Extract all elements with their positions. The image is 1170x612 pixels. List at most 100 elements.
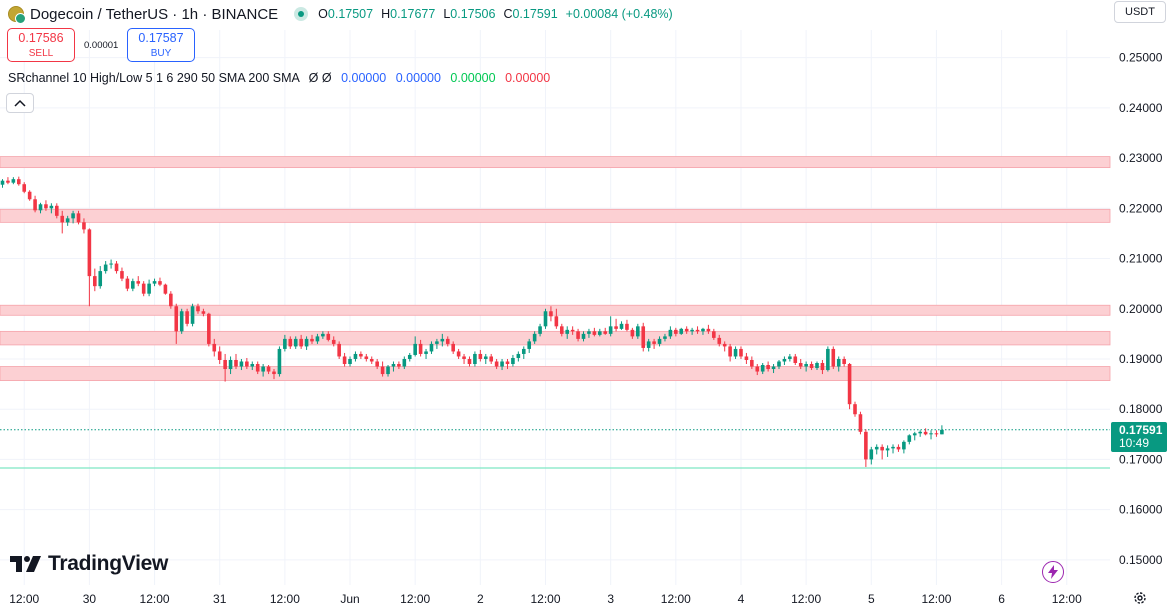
candle-body <box>869 449 874 460</box>
candle-body <box>750 359 754 367</box>
candle <box>71 210 75 224</box>
bolt-icon <box>1048 565 1058 579</box>
candle-body <box>65 218 70 223</box>
candle <box>109 259 113 269</box>
sr-zone <box>0 366 1111 381</box>
candle-body <box>853 404 857 415</box>
candle <box>179 308 184 334</box>
candle <box>462 353 466 365</box>
candle-body <box>473 353 477 365</box>
candle <box>98 266 103 289</box>
candle <box>348 356 352 367</box>
candle-body <box>342 356 347 365</box>
candle <box>869 446 874 465</box>
collapse-legend-button[interactable] <box>6 93 34 113</box>
candle-body <box>755 366 760 372</box>
y-tick-label: 0.21000 <box>1119 252 1163 266</box>
candle <box>581 331 586 342</box>
candle-body <box>348 358 352 365</box>
candle-body <box>331 339 336 344</box>
candle <box>646 338 651 352</box>
symbol-title[interactable]: Dogecoin / TetherUS · 1h · BINANCE <box>30 5 279 23</box>
candle <box>766 361 770 372</box>
candle-body <box>239 361 244 367</box>
sell-button[interactable]: 0.17586 SELL <box>7 28 75 62</box>
candle <box>674 327 678 337</box>
candle <box>141 281 146 297</box>
candle-body <box>549 311 553 317</box>
y-tick-label: 0.25000 <box>1119 51 1163 65</box>
candle <box>706 324 711 334</box>
candle <box>131 278 135 292</box>
candle-body <box>679 328 684 334</box>
candle <box>722 341 727 352</box>
candle <box>831 346 836 370</box>
sell-label: SELL <box>28 48 54 59</box>
candle <box>185 308 189 327</box>
candle <box>261 364 265 377</box>
candle <box>880 444 884 460</box>
candle-body <box>375 361 379 367</box>
candle <box>397 361 401 370</box>
candle-body <box>798 363 803 367</box>
candle <box>266 365 271 375</box>
candle-body <box>380 366 385 375</box>
candle-body <box>228 359 233 370</box>
tradingview-logo[interactable]: TradingView <box>10 552 168 576</box>
candle <box>49 203 54 214</box>
candle <box>630 327 635 339</box>
ohlc-low: L0.17506 <box>443 7 496 21</box>
price-axis[interactable]: 0.25000 0.24000 0.23000 0.22000 0.21000 0.200… <box>1119 51 1163 567</box>
buy-button[interactable]: 0.17587 BUY <box>127 28 195 62</box>
bolt-button[interactable] <box>1042 561 1064 583</box>
candle <box>418 339 423 357</box>
candle <box>853 401 857 417</box>
y-tick-label: 0.16000 <box>1119 503 1163 517</box>
market-status-icon[interactable] <box>294 7 309 21</box>
candle <box>207 312 211 347</box>
candle-body <box>570 329 575 332</box>
candle-body <box>38 204 43 211</box>
candle-body <box>722 343 727 347</box>
candle <box>315 333 320 344</box>
candle-body <box>809 364 814 369</box>
time-axis[interactable]: 12:00 30 12:00 31 12:00 Jun 12:00 2 12:00 3 12:00 4… <box>9 592 1082 606</box>
candle <box>55 203 59 219</box>
candle <box>136 276 141 287</box>
candle-body <box>478 353 483 359</box>
x-tick-label: 12:00 <box>921 592 951 606</box>
candle-body <box>760 365 765 372</box>
candle-body <box>326 333 331 340</box>
candle <box>614 318 618 332</box>
candle-body <box>424 351 428 354</box>
candle-body <box>98 271 103 287</box>
candle-body <box>864 431 868 460</box>
candle-body <box>451 343 455 352</box>
indicator-legend[interactable]: SRchannel 10 High/Low 5 1 6 290 50 SMA 2… <box>8 71 550 85</box>
candle-body <box>207 313 211 344</box>
candle-body <box>277 348 282 375</box>
candle <box>304 336 309 350</box>
x-tick-label: 4 <box>738 592 745 606</box>
candle-body <box>668 329 673 337</box>
candle-body <box>532 333 537 342</box>
candle <box>891 444 895 454</box>
last-price-label: 0.17591 10:49 <box>1111 421 1167 452</box>
reference-lines <box>0 429 1110 469</box>
candle-body <box>158 281 162 285</box>
candle <box>125 276 130 292</box>
candle-body <box>364 356 369 359</box>
candle-body <box>386 366 390 375</box>
candle-body <box>212 343 217 352</box>
candle-body <box>657 338 662 344</box>
candle-body <box>407 354 412 359</box>
candle <box>331 336 336 347</box>
candle <box>793 353 798 366</box>
gear-icon[interactable] <box>1132 590 1148 606</box>
candle <box>847 363 852 410</box>
candle <box>114 261 119 274</box>
candle-body <box>842 358 846 365</box>
currency-select[interactable]: USDT <box>1114 1 1166 23</box>
candle <box>255 361 260 375</box>
